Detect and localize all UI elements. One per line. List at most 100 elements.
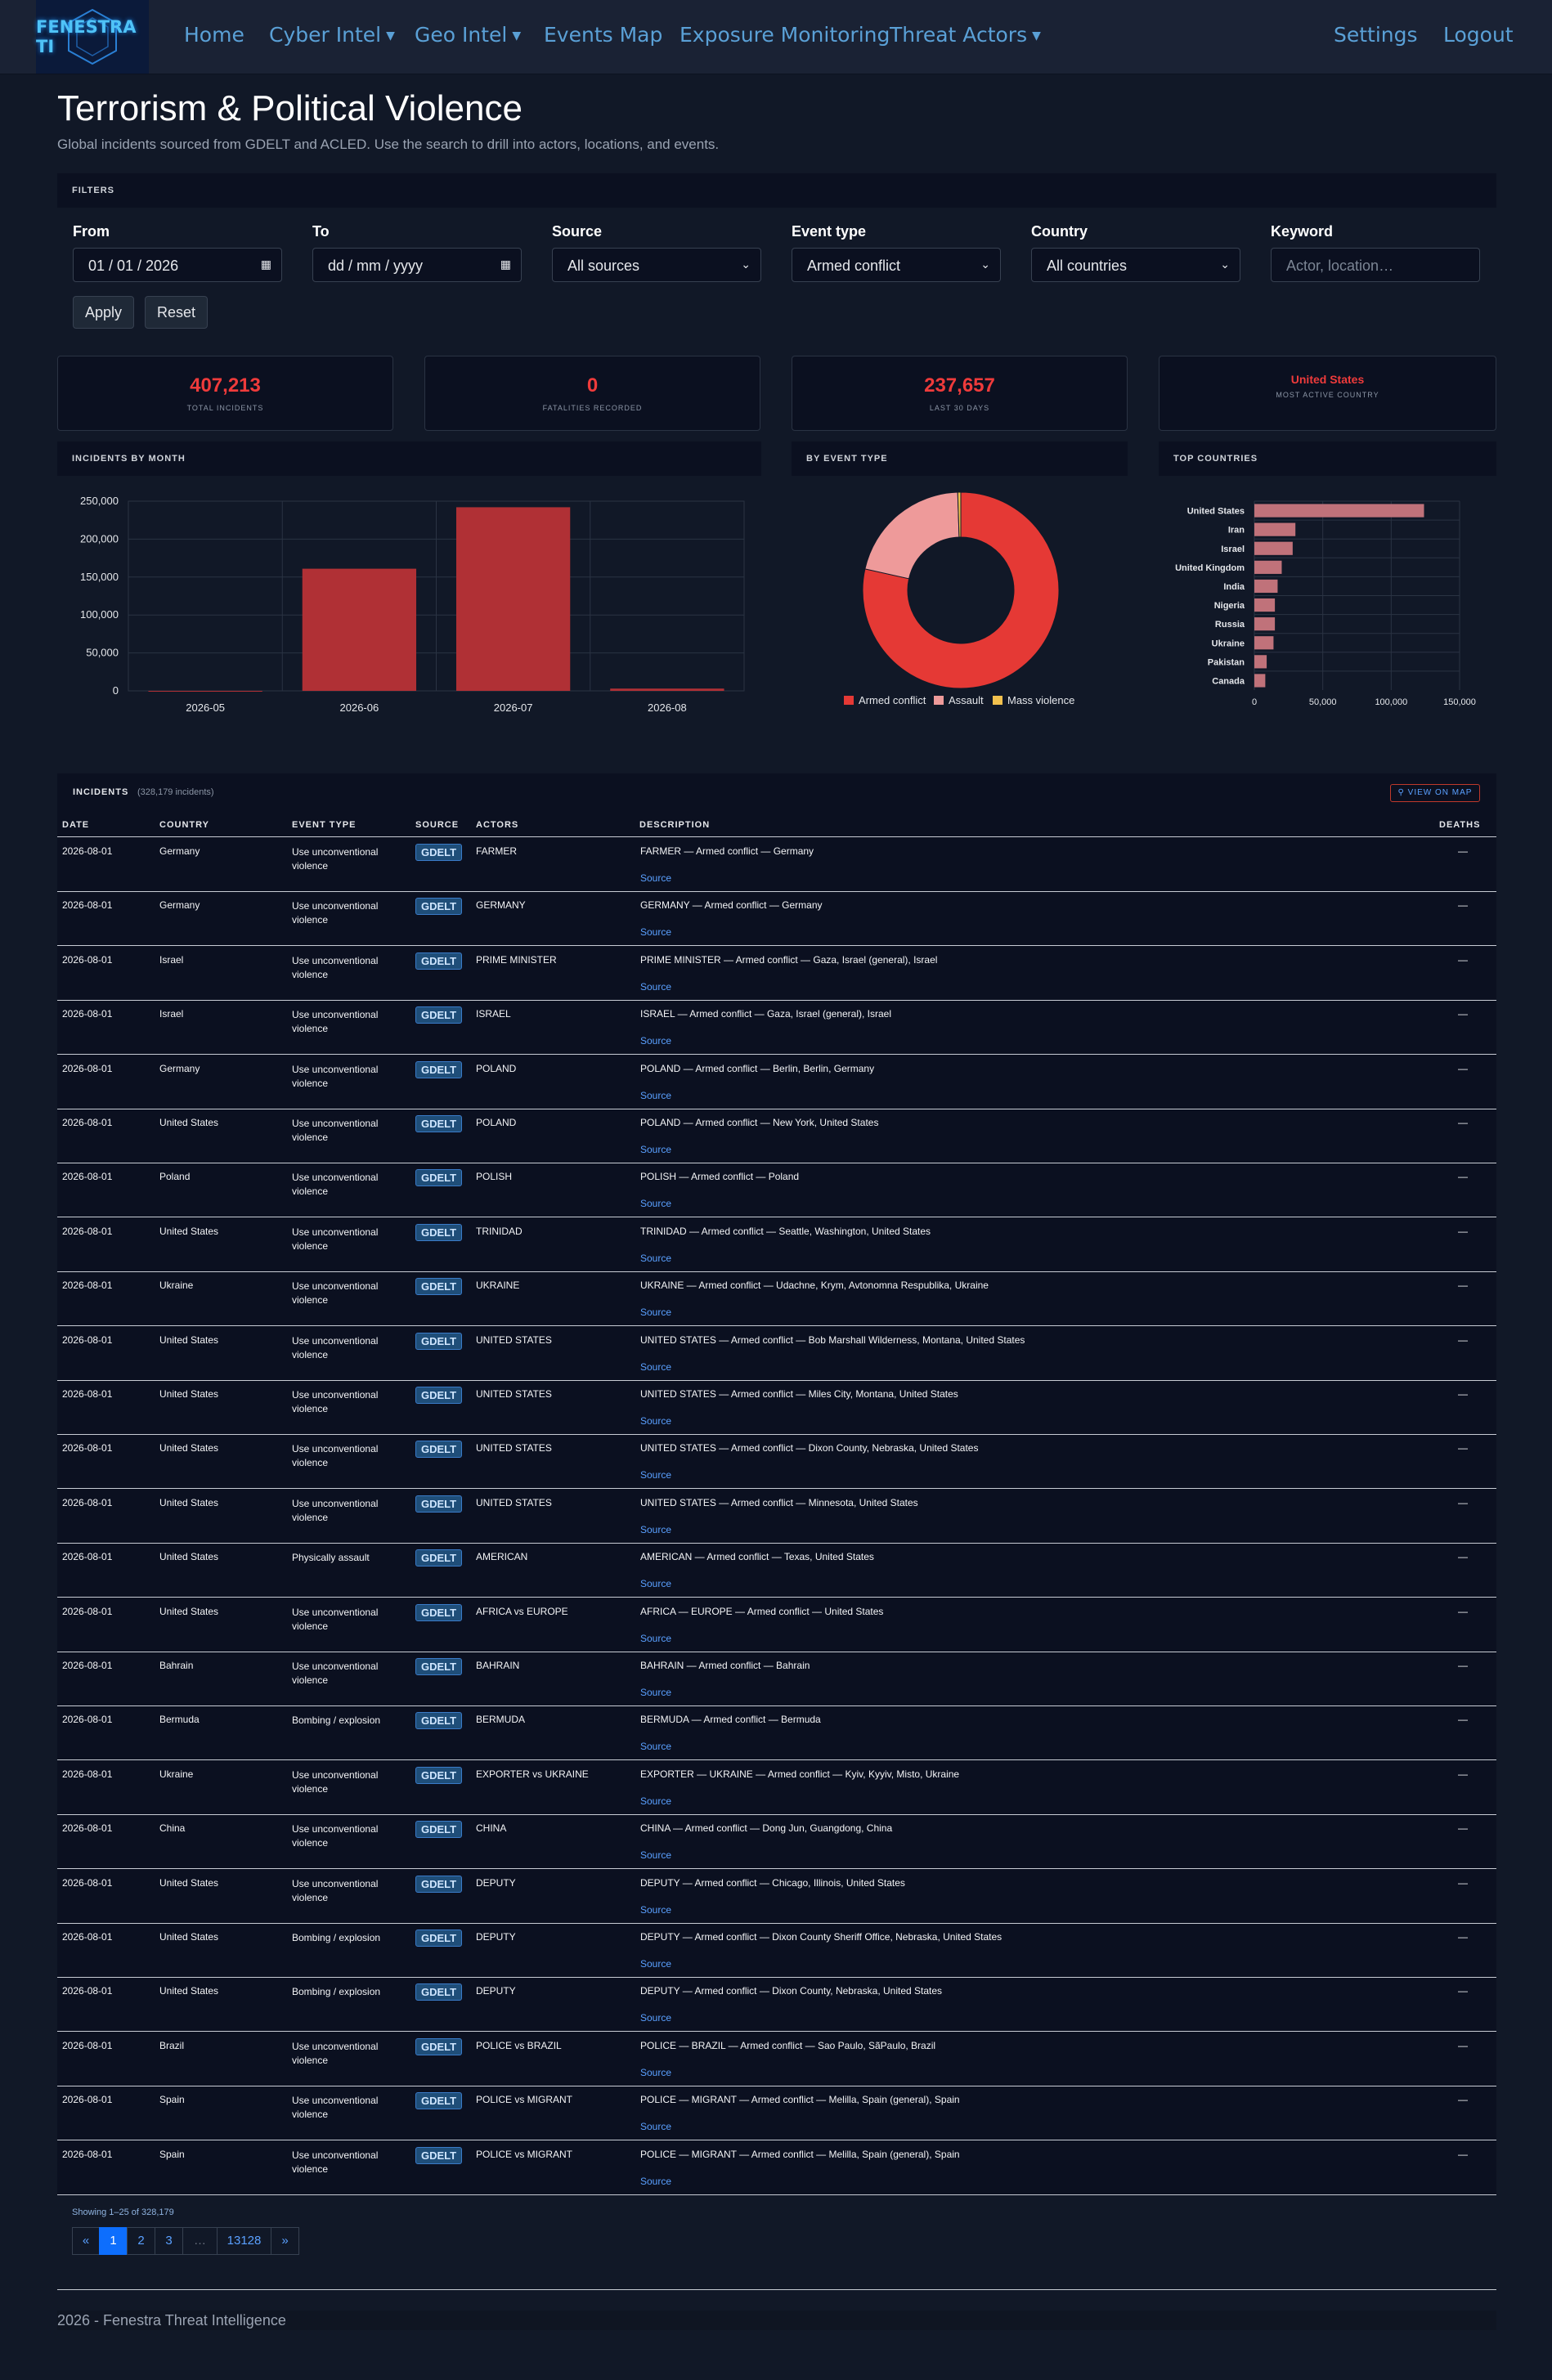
source-link[interactable]: Source [640,1632,672,1644]
source-link[interactable]: Source [640,1307,672,1319]
bar-2026-06[interactable] [302,568,417,691]
to-date-input[interactable]: dd / mm / yyyy ▦ [312,248,522,282]
bar-iran[interactable] [1254,522,1296,536]
page-next[interactable]: » [271,2227,299,2255]
source-link[interactable]: Source [640,2175,672,2187]
nav-exposure-monitoring[interactable]: Exposure Monitoring [680,23,890,47]
legend-label[interactable]: Armed conflict [859,694,926,706]
slice-assault[interactable] [864,491,960,580]
source-link[interactable]: Source [640,1469,672,1481]
source-link[interactable]: Source [640,2121,672,2133]
table-row[interactable]: 2026-08-01 Ukraine Use unconventional viol… [57,1760,1496,1815]
table-row[interactable]: 2026-08-01 Germany Use unconventional viol… [57,1055,1496,1109]
bar-india[interactable] [1254,579,1278,594]
country-select[interactable]: All countries ⌄ [1031,248,1240,282]
source-link[interactable]: Source [640,1795,672,1807]
page-last[interactable]: 13128 [217,2227,271,2255]
table-row[interactable]: 2026-08-01 Israel Use unconventional viole… [57,946,1496,1001]
table-row[interactable]: 2026-08-01 Spain Use unconventional violen… [57,2140,1496,2195]
table-row[interactable]: 2026-08-01 United States Physically assaul… [57,1543,1496,1598]
source-link[interactable]: Source [640,1198,672,1210]
page-3[interactable]: 3 [155,2227,183,2255]
bar-united-states[interactable] [1254,504,1424,518]
col-actors[interactable]: ACTORS [476,820,519,830]
source-link[interactable]: Source [640,926,672,939]
calendar-icon[interactable]: ▦ [260,258,271,271]
table-row[interactable]: 2026-08-01 Bahrain Use unconventional viol… [57,1652,1496,1706]
table-row[interactable]: 2026-08-01 United States Bombing / explosi… [57,1923,1496,1978]
apply-button[interactable]: Apply [73,296,134,329]
bar-israel[interactable] [1254,541,1293,555]
bar-russia[interactable] [1254,617,1276,631]
bar-pakistan[interactable] [1254,655,1267,669]
source-link[interactable]: Source [640,980,672,993]
calendar-icon[interactable]: ▦ [500,258,511,271]
table-row[interactable]: 2026-08-01 Germany Use unconventional viol… [57,837,1496,892]
bar-nigeria[interactable] [1254,598,1276,612]
source-link[interactable]: Source [640,1035,672,1047]
nav-logout[interactable]: Logout [1443,23,1514,47]
bar-2026-05[interactable] [148,691,262,692]
source-link[interactable]: Source [640,1144,672,1155]
nav-home[interactable]: Home [184,23,244,47]
source-link[interactable]: Source [640,1415,672,1427]
page-2[interactable]: 2 [127,2227,155,2255]
table-row[interactable]: 2026-08-01 United States Use unconventiona… [57,1489,1496,1544]
source-link[interactable]: Source [640,1741,672,1753]
col-source[interactable]: SOURCE [415,820,460,830]
table-row[interactable]: 2026-08-01 United States Use unconventiona… [57,1380,1496,1435]
table-row[interactable]: 2026-08-01 Germany Use unconventional viol… [57,891,1496,947]
bar-canada[interactable] [1254,674,1266,688]
bar-2026-07[interactable] [455,507,571,691]
keyword-input[interactable]: Actor, location… [1271,248,1480,282]
source-select[interactable]: All sources ⌄ [552,248,761,282]
table-row[interactable]: 2026-08-01 Spain Use unconventional violen… [57,2086,1496,2141]
bar-ukraine[interactable] [1254,636,1274,650]
brand-logo[interactable]: FENESTRA TI [36,0,149,74]
table-row[interactable]: 2026-08-01 United States Use unconventiona… [57,1434,1496,1490]
col-date[interactable]: DATE [62,820,90,830]
col-country[interactable]: COUNTRY [159,820,209,830]
nav-settings[interactable]: Settings [1334,23,1418,47]
page-prev[interactable]: « [72,2227,100,2255]
source-link[interactable]: Source [640,1687,672,1698]
bar-2026-08[interactable] [610,688,724,691]
slice-armed-conflict[interactable] [862,491,1060,689]
slice-mass-violence[interactable] [957,491,962,538]
legend-label[interactable]: Assault [949,694,984,706]
table-row[interactable]: 2026-08-01 United States Use unconventiona… [57,1326,1496,1381]
event-type-select[interactable]: Armed conflict ⌄ [792,248,1001,282]
page-1[interactable]: 1 [99,2227,128,2255]
table-row[interactable]: 2026-08-01 Brazil Use unconventional viole… [57,2032,1496,2086]
source-link[interactable]: Source [640,1903,672,1916]
col-deaths[interactable]: DEATHS [1439,820,1481,830]
table-row[interactable]: 2026-08-01 United States Use unconventiona… [57,1109,1496,1163]
table-row[interactable]: 2026-08-01 United States Bombing / explosi… [57,1977,1496,2033]
source-link[interactable]: Source [640,1523,672,1535]
table-row[interactable]: 2026-08-01 Israel Use unconventional viole… [57,1000,1496,1056]
table-row[interactable]: 2026-08-01 Poland Use unconventional viole… [57,1163,1496,1218]
nav-geo-intel[interactable]: Geo Intel ▼ [415,23,521,47]
col-event-type[interactable]: EVENT TYPE [292,820,357,830]
view-on-map-button[interactable]: ⚲ VIEW ON MAP [1390,784,1480,802]
source-link[interactable]: Source [640,1958,672,1970]
reset-button[interactable]: Reset [145,296,208,329]
table-row[interactable]: 2026-08-01 United States Use unconventiona… [57,1217,1496,1272]
table-row[interactable]: 2026-08-01 Ukraine Use unconventional viol… [57,1271,1496,1327]
source-link[interactable]: Source [640,2012,672,2024]
source-link[interactable]: Source [640,1849,672,1862]
table-row[interactable]: 2026-08-01 United States Use unconventiona… [57,1869,1496,1924]
nav-events-map[interactable]: Events Map [544,23,663,47]
table-row[interactable]: 2026-08-01 Bermuda Bombing / explosion GDEL… [57,1705,1496,1761]
legend-label[interactable]: Mass violence [1007,694,1074,706]
source-link[interactable]: Source [640,1578,672,1590]
from-date-input[interactable]: 01 / 01 / 2026 ▦ [73,248,282,282]
nav-cyber-intel[interactable]: Cyber Intel ▼ [269,23,395,47]
source-link[interactable]: Source [640,1089,672,1101]
table-row[interactable]: 2026-08-01 China Use unconventional violen… [57,1814,1496,1870]
source-link[interactable]: Source [640,1252,672,1264]
source-link[interactable]: Source [640,872,672,884]
source-link[interactable]: Source [640,1360,672,1373]
table-row[interactable]: 2026-08-01 United States Use unconventiona… [57,1598,1496,1652]
source-link[interactable]: Source [640,2066,672,2078]
